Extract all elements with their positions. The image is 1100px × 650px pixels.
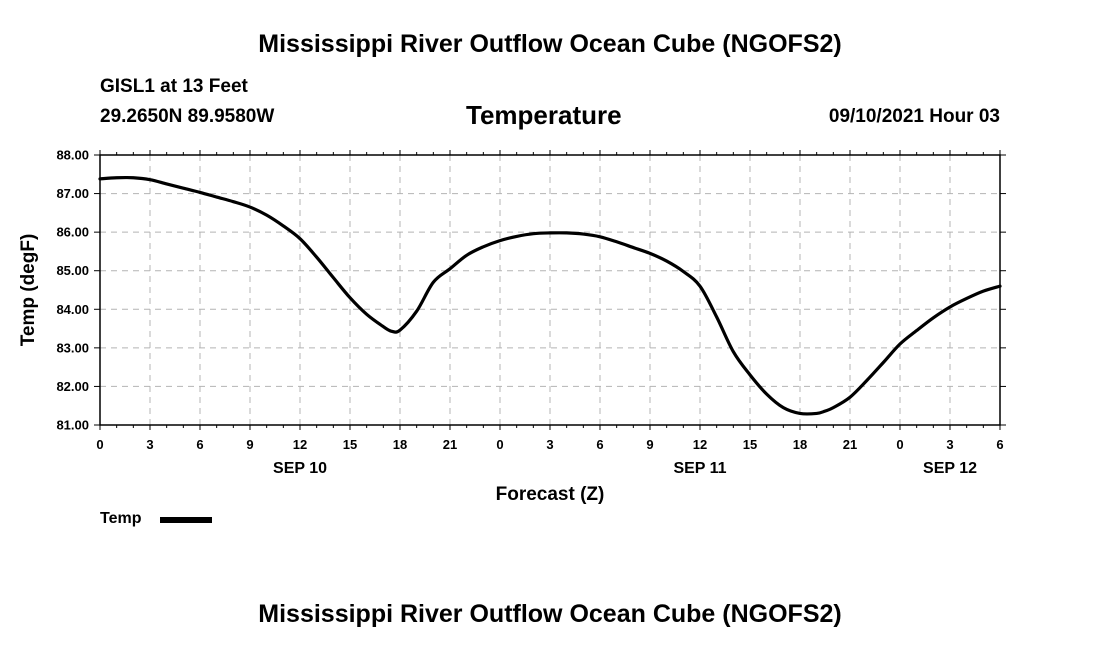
x-tick-label: 15 [343,437,357,452]
x-tick-label: 12 [693,437,707,452]
x-tick-label: 0 [496,437,503,452]
x-tick-label: 6 [996,437,1003,452]
x-tick-label: 3 [146,437,153,452]
chart-main-title: Mississippi River Outflow Ocean Cube (NG… [258,30,842,58]
y-tick-label: 81.00 [56,418,89,433]
date-label: SEP 10 [273,460,327,477]
x-tick-label: 6 [196,437,203,452]
y-tick-label: 86.00 [56,225,89,240]
grid-lines [100,155,1000,425]
x-tick-label: 12 [293,437,307,452]
x-tick-labels: 0 3 6 9 12 15 18 21 0 3 6 9 12 15 18 21 0 3 6 [96,437,1003,452]
y-tick-label: 83.00 [56,340,89,355]
y-tick-label: 88.00 [56,148,89,163]
series-layer [98,175,1002,416]
y-tick-labels: 81.00 82.00 83.00 84.00 85.00 86.00 87.00 88.00 [56,148,89,433]
x-tick-label: 21 [843,437,857,452]
x-tick-label: 6 [596,437,603,452]
date-label: SEP 12 [923,460,977,477]
station-coordinates: 29.2650N 89.9580W [100,106,275,127]
y-tick-label: 85.00 [56,263,89,278]
station-name: GISL1 at 13 Feet [100,76,248,97]
x-tick-label: 9 [646,437,653,452]
x-tick-label: 15 [743,437,757,452]
y-axis-label: Temp (degF) [18,234,39,347]
x-tick-label: 3 [546,437,553,452]
x-tick-label: 0 [96,437,103,452]
x-axis-label: Forecast (Z) [496,484,605,505]
series-line-temp [98,175,1002,416]
x-tick-label: 9 [246,437,253,452]
date-label: SEP 11 [673,460,726,477]
footer-title: Mississippi River Outflow Ocean Cube (NG… [258,600,842,628]
chart-subtitle: Temperature [466,100,622,130]
x-tick-label: 0 [896,437,903,452]
x-tick-label: 18 [793,437,807,452]
forecast-datetime: 09/10/2021 Hour 03 [828,106,1000,127]
legend-swatch [160,517,212,523]
y-tick-label: 84.00 [56,302,89,317]
x-tick-label: 18 [393,437,407,452]
date-labels: SEP 10 SEP 11 SEP 12 [273,460,977,477]
x-tick-label: 21 [443,437,457,452]
plot-frame [99,154,1001,426]
y-tick-label: 82.00 [56,379,89,394]
y-tick-label: 87.00 [56,186,89,201]
x-tick-label: 3 [946,437,953,452]
legend-label: Temp [100,510,142,527]
